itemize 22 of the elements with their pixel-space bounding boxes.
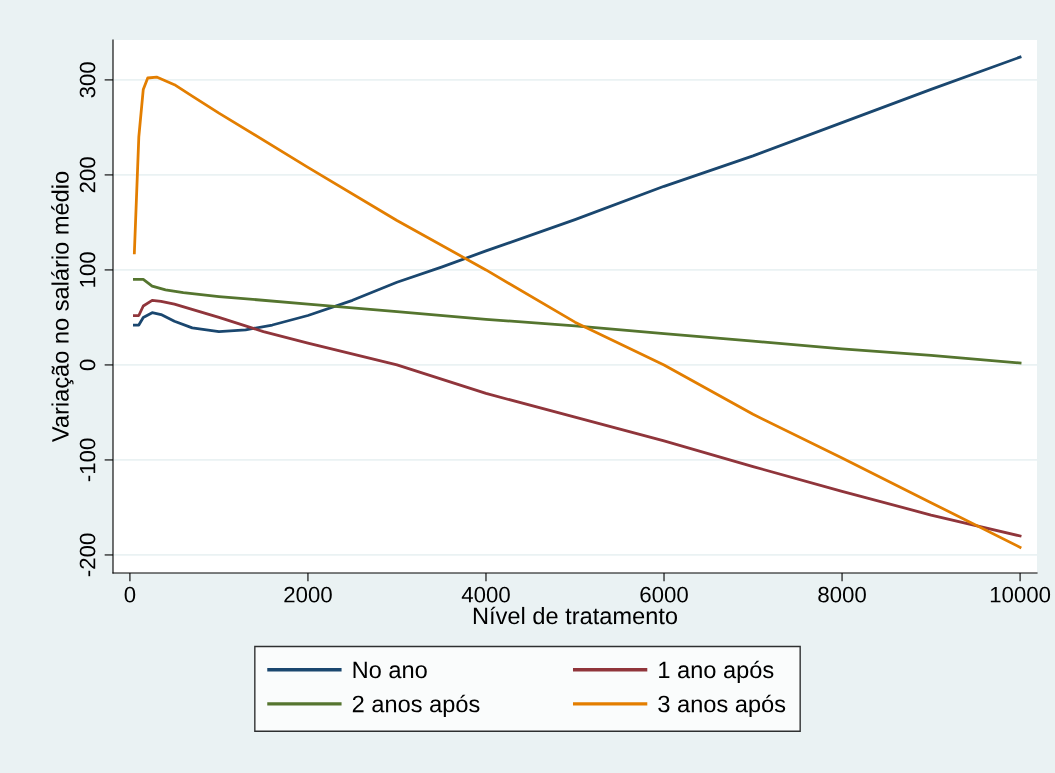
line-series bbox=[132, 75, 1022, 549]
x-tick-label: 0 bbox=[124, 586, 136, 603]
y-tick-label: 100 bbox=[79, 252, 96, 287]
line-series bbox=[132, 278, 1022, 365]
line-series bbox=[132, 298, 1022, 538]
x-tick-label: 8000 bbox=[818, 586, 866, 603]
y-tick-label: 0 bbox=[79, 359, 96, 371]
legend-label: 3 anos após bbox=[658, 694, 786, 718]
y-tick-label: -200 bbox=[79, 533, 96, 577]
y-axis-title: Variação no salário médio bbox=[51, 171, 74, 443]
x-axis-title: Nível de tratamento bbox=[473, 606, 678, 625]
y-tick-label: 300 bbox=[79, 62, 96, 98]
x-tick-label: 6000 bbox=[640, 586, 688, 603]
y-tick-label: 200 bbox=[79, 157, 96, 193]
legend-label: No ano bbox=[353, 661, 427, 679]
x-tick-label: 10000 bbox=[990, 586, 1051, 603]
x-tick-label: 4000 bbox=[461, 586, 510, 603]
y-tick-label: -100 bbox=[79, 438, 96, 482]
x-tick-label: 2000 bbox=[284, 586, 332, 603]
line-series bbox=[132, 55, 1022, 334]
legend-label: 1 ano após bbox=[659, 660, 774, 683]
legend-label: 2 anos após bbox=[352, 694, 480, 718]
